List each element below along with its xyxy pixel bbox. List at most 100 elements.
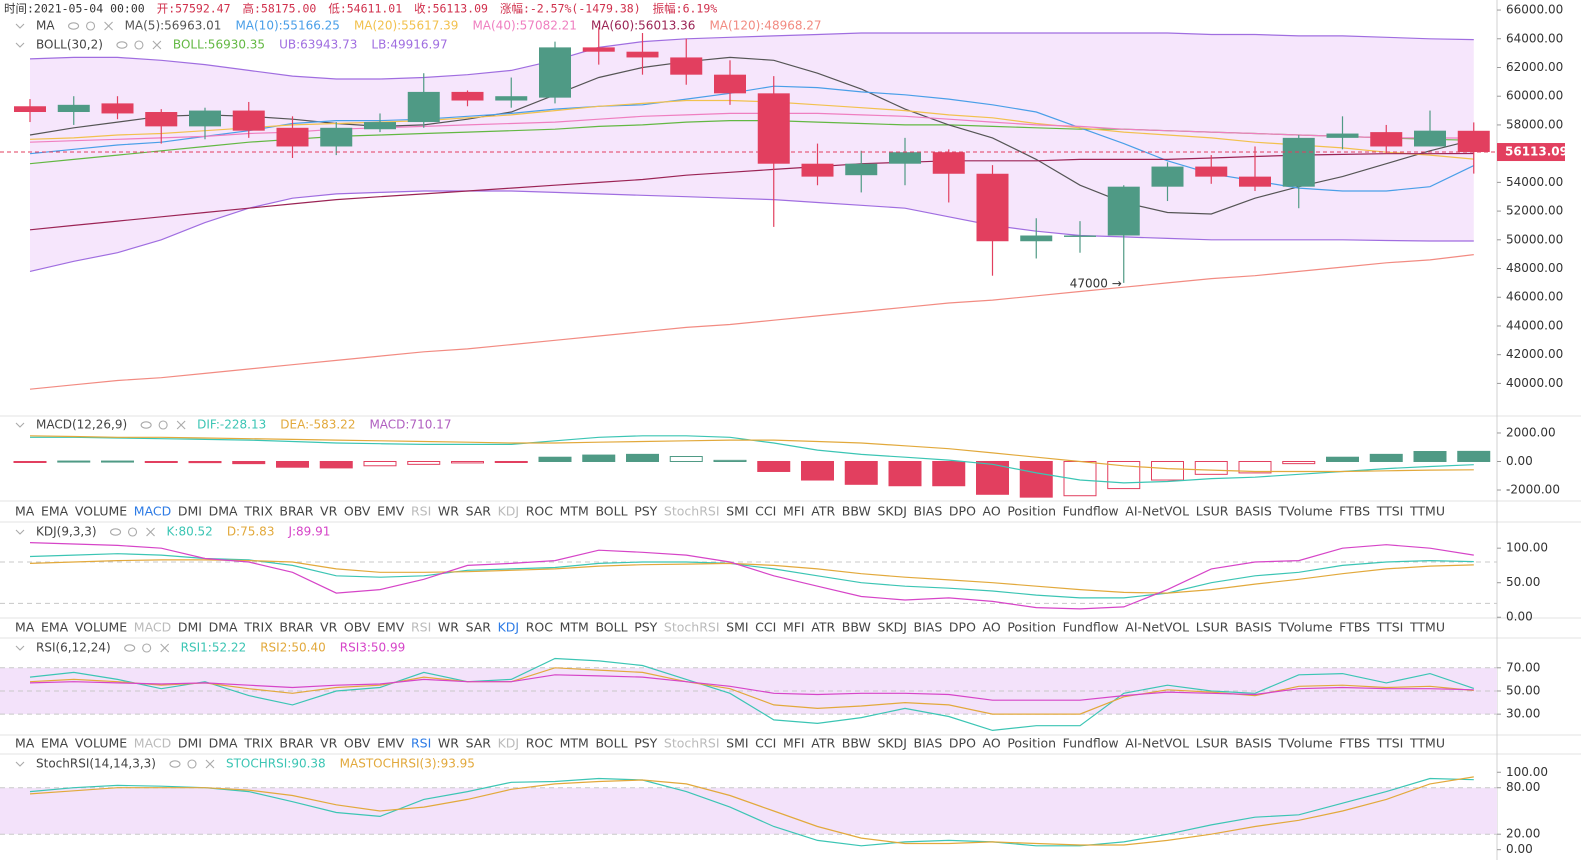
indicator-tab[interactable]: KDJ [498, 620, 520, 635]
indicator-tab[interactable]: EMA [41, 620, 69, 635]
close-icon[interactable] [205, 759, 215, 769]
indicator-tab[interactable]: KDJ [498, 504, 520, 519]
indicator-tab[interactable]: AI-NetVOL [1125, 504, 1189, 519]
indicator-tab[interactable]: SAR [466, 736, 492, 751]
indicator-tab[interactable]: DPO [949, 736, 976, 751]
indicator-tab[interactable]: TTMU [1409, 620, 1445, 635]
indicator-tab[interactable]: ROC [526, 736, 554, 751]
indicator-tab[interactable]: TVolume [1277, 620, 1332, 635]
indicator-tab[interactable]: MTM [560, 504, 589, 519]
eye-icon[interactable] [68, 22, 80, 30]
indicator-tab[interactable]: KDJ [498, 736, 520, 751]
indicator-tab[interactable]: RSI [411, 504, 431, 519]
indicator-tab[interactable]: FTBS [1339, 504, 1370, 519]
indicator-tab[interactable]: VR [320, 736, 338, 751]
indicator-tab[interactable]: MA [15, 736, 35, 751]
indicator-tab[interactable]: DMI [178, 736, 202, 751]
settings-icon[interactable] [142, 643, 152, 653]
indicator-tab[interactable]: MACD [134, 620, 171, 635]
indicator-tab[interactable]: TTSI [1376, 620, 1404, 635]
indicator-tab[interactable]: BRAR [279, 736, 313, 751]
indicator-tab[interactable]: VOLUME [75, 736, 127, 751]
indicator-tab[interactable]: Fundflow [1063, 504, 1119, 519]
close-icon[interactable] [152, 40, 162, 50]
close-icon[interactable] [176, 420, 186, 430]
indicator-tab[interactable]: RSI [411, 620, 431, 635]
indicator-tab[interactable]: TTMU [1409, 504, 1445, 519]
eye-icon[interactable] [169, 760, 181, 768]
indicator-tab[interactable]: ROC [526, 620, 554, 635]
close-icon[interactable] [104, 21, 113, 31]
indicator-tab[interactable]: BIAS [914, 736, 943, 751]
indicator-tab[interactable]: TVolume [1277, 736, 1332, 751]
indicator-tab[interactable]: BBW [842, 620, 871, 635]
indicator-tab[interactable]: SKDJ [877, 620, 906, 635]
indicator-tab[interactable]: BRAR [279, 504, 313, 519]
indicator-tab[interactable]: BASIS [1235, 504, 1272, 519]
indicator-tab[interactable]: Position [1007, 504, 1056, 519]
indicator-tab[interactable]: BOLL [595, 736, 627, 751]
indicator-tab[interactable]: LSUR [1196, 736, 1229, 751]
indicator-tab[interactable]: TTSI [1376, 504, 1404, 519]
indicator-tab[interactable]: ROC [526, 504, 554, 519]
indicator-tab[interactable]: DMI [178, 620, 202, 635]
indicator-tab[interactable]: MACD [134, 736, 171, 751]
indicator-tab[interactable]: BASIS [1235, 620, 1272, 635]
indicator-tab[interactable]: CCI [755, 620, 776, 635]
indicator-tab[interactable]: StochRSI [664, 736, 720, 751]
indicator-tab[interactable]: LSUR [1196, 504, 1229, 519]
indicator-tab[interactable]: MA [15, 620, 35, 635]
indicator-tab[interactable]: BRAR [279, 620, 313, 635]
indicator-tab[interactable]: EMA [41, 504, 69, 519]
indicator-tab[interactable]: BBW [842, 504, 871, 519]
indicator-tab[interactable]: TVolume [1277, 504, 1332, 519]
eye-icon[interactable] [140, 421, 152, 429]
indicator-tab[interactable]: SMI [726, 504, 748, 519]
indicator-tab[interactable]: VOLUME [75, 504, 127, 519]
indicator-tab[interactable]: DMI [178, 504, 202, 519]
indicator-tab[interactable]: EMV [377, 620, 405, 635]
indicator-tab[interactable]: DPO [949, 504, 976, 519]
indicator-tab[interactable]: EMV [377, 504, 405, 519]
indicator-tab[interactable]: VOLUME [75, 620, 127, 635]
indicator-tab[interactable]: MA [15, 504, 35, 519]
indicator-tab[interactable]: ATR [811, 620, 835, 635]
settings-icon[interactable] [127, 527, 138, 537]
indicator-tab[interactable]: OBV [344, 736, 371, 751]
indicator-tab[interactable]: CCI [755, 504, 776, 519]
eye-icon[interactable] [116, 41, 128, 49]
indicator-tab[interactable]: FTBS [1339, 736, 1370, 751]
indicator-tab[interactable]: TTMU [1409, 736, 1445, 751]
close-icon[interactable] [160, 643, 170, 653]
indicator-tab[interactable]: ATR [811, 504, 835, 519]
indicator-tab[interactable]: DMA [209, 504, 238, 519]
indicator-tab[interactable]: Fundflow [1063, 736, 1119, 751]
indicator-tab[interactable]: WR [438, 736, 459, 751]
indicator-tab[interactable]: PSY [634, 504, 657, 519]
indicator-tab[interactable]: FTBS [1339, 620, 1370, 635]
indicator-tab[interactable]: AO [983, 736, 1001, 751]
settings-icon[interactable] [187, 759, 197, 769]
indicator-tab[interactable]: Fundflow [1063, 620, 1119, 635]
indicator-tab[interactable]: TRIX [243, 736, 273, 751]
indicator-tab[interactable]: LSUR [1196, 620, 1229, 635]
collapse-icon[interactable] [15, 529, 25, 535]
indicator-tab[interactable]: BOLL [595, 504, 627, 519]
indicator-tab[interactable]: BOLL [595, 620, 627, 635]
indicator-tab[interactable]: AO [983, 504, 1001, 519]
indicator-tab[interactable]: BBW [842, 736, 871, 751]
indicator-tab[interactable]: OBV [344, 504, 371, 519]
indicator-tab[interactable]: Position [1007, 620, 1056, 635]
indicator-tab[interactable]: VR [320, 504, 338, 519]
indicator-tab[interactable]: CCI [755, 736, 776, 751]
collapse-icon[interactable] [15, 761, 25, 767]
indicator-tab[interactable]: WR [438, 504, 459, 519]
indicator-tab[interactable]: AI-NetVOL [1125, 620, 1189, 635]
indicator-tab[interactable]: BIAS [914, 504, 943, 519]
indicator-tab[interactable]: SKDJ [877, 736, 906, 751]
indicator-tab[interactable]: MTM [560, 736, 589, 751]
collapse-icon[interactable] [15, 42, 25, 48]
indicator-tab[interactable]: TRIX [243, 504, 273, 519]
indicator-tab[interactable]: StochRSI [664, 620, 720, 635]
collapse-icon[interactable] [15, 645, 25, 651]
